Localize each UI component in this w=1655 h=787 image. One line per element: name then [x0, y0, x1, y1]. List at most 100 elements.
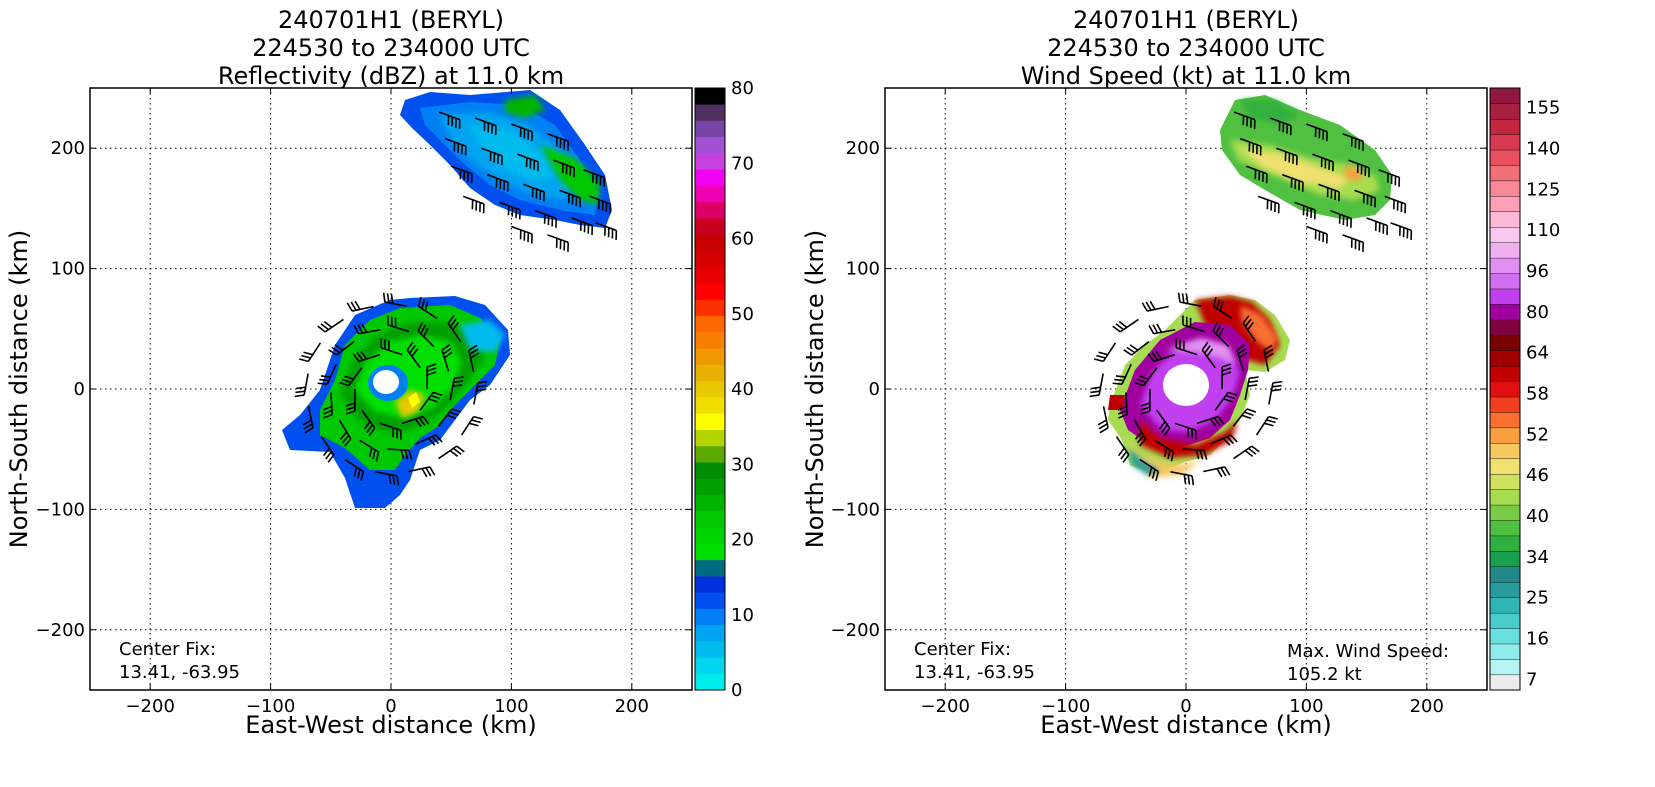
reflectivity-colorbar-swatch	[695, 120, 725, 138]
wind-colorbar-swatch	[1489, 334, 1521, 351]
wind-colorbar-swatch	[1489, 566, 1521, 583]
wind-wind-barb	[1244, 376, 1259, 401]
reflectivity-wind-barb	[462, 195, 485, 214]
reflectivity-wind-barb	[523, 183, 545, 202]
wind-colorbar-swatch	[1489, 473, 1521, 490]
reflectivity-colorbar-tick-label: 50	[731, 304, 754, 325]
reflectivity-colorbar-swatch	[695, 380, 725, 398]
reflectivity-wind-barb	[339, 367, 363, 387]
wind-colorbar-swatch	[1489, 396, 1521, 413]
wind-wind-barb	[1318, 183, 1340, 202]
reflectivity-colorbar-swatch	[695, 283, 725, 300]
wind-x-tick-label: −100	[1041, 696, 1090, 717]
wind-x-tick-label: 200	[1410, 696, 1444, 717]
reflectivity-wind-barb	[499, 201, 521, 220]
wind-center-fix-label: Center Fix:	[914, 639, 1011, 660]
wind-y-tick-label: −100	[831, 499, 880, 520]
reflectivity-wind-barb	[338, 419, 352, 447]
wind-y-tick-label: 0	[869, 379, 880, 400]
wind-x-tick-label: 100	[1289, 696, 1323, 717]
reflectivity-y-tick-label: −200	[36, 620, 85, 641]
reflectivity-wind-barb	[450, 165, 473, 184]
reflectivity-wind-barb	[473, 380, 488, 405]
reflectivity-colorbar-swatch	[695, 511, 725, 528]
reflectivity-wind-barb	[322, 392, 333, 419]
reflectivity-colorbar-swatch	[695, 543, 725, 561]
wind-colorbar-swatch	[1489, 211, 1521, 228]
reflectivity-colorbar-swatch	[695, 413, 725, 430]
wind-wind-barb	[1174, 422, 1197, 440]
wind-colorbar-swatch	[1489, 288, 1521, 305]
reflectivity-wind-barb	[438, 445, 465, 460]
wind-axis-ticks: −200 −100 0 100 200 −200 −100 0 100 200	[831, 88, 1487, 717]
wind-wind-barb	[1232, 408, 1257, 427]
reflectivity-colorbar-swatch	[695, 185, 725, 203]
wind-wind-barb	[1182, 315, 1205, 333]
wind-wind-barb	[1312, 153, 1334, 172]
reflectivity-plot-area: Center Fix: 13.41, -63.95	[90, 88, 692, 690]
wind-wind-barb	[1089, 373, 1104, 398]
wind-wind-barb	[1239, 137, 1262, 156]
wind-colorbar-swatch	[1489, 658, 1521, 676]
wind-colorbar-tick-label: 58	[1526, 384, 1549, 405]
wind-wind-barb	[1236, 344, 1248, 372]
wind-wind-barb	[1342, 234, 1364, 252]
wind-colorbar-tick-label: 46	[1526, 465, 1549, 486]
wind-wind-barb	[1115, 436, 1130, 463]
wind-y-tick-label: −200	[831, 620, 880, 641]
reflectivity-xlabel: East-West distance (km)	[245, 711, 536, 739]
wind-colorbar-swatch	[1489, 411, 1521, 429]
wind-wind-barb	[1201, 341, 1216, 369]
wind-colorbar-swatch	[1489, 195, 1521, 212]
reflectivity-wind-barb	[317, 318, 344, 333]
reflectivity-wind-barb	[441, 344, 453, 372]
reflectivity-wind-barb	[511, 123, 533, 142]
wind-wind-barb	[1112, 363, 1132, 386]
wind-wind-barb	[1094, 342, 1117, 363]
reflectivity-panel: 240701H1 (BERYL) 224530 to 234000 UTC Re…	[5, 6, 754, 739]
wind-colorbar-tick-label: 7	[1526, 669, 1537, 690]
wind-wind-barb	[1384, 195, 1407, 214]
reflectivity-colorbar-swatch	[695, 234, 725, 252]
wind-wind-barb	[1270, 117, 1292, 136]
reflectivity-colorbar-swatch	[695, 608, 725, 626]
reflectivity-wind-barb	[553, 159, 576, 178]
reflectivity-colorbar-swatch	[695, 527, 725, 544]
reflectivity-colorbar-swatch	[695, 88, 725, 105]
reflectivity-wind-barb	[299, 342, 322, 363]
wind-wind-barb	[1148, 323, 1176, 335]
reflectivity-wind-barb	[511, 225, 533, 244]
wind-colorbar-tick-label: 16	[1526, 628, 1549, 649]
wind-rainband-field	[1220, 95, 1392, 220]
reflectivity-wind-barb	[345, 389, 356, 415]
reflectivity-wind-barb	[419, 391, 443, 411]
reflectivity-colorbar-swatch	[695, 494, 725, 512]
reflectivity-wind-barb	[517, 153, 539, 172]
wind-wind-barb	[1330, 210, 1352, 228]
reflectivity-wind-barb	[571, 217, 594, 236]
reflectivity-wind-barb	[460, 415, 483, 436]
wind-title-line-3: Wind Speed (kt) at 11.0 km	[1021, 62, 1352, 90]
reflectivity-wind-barb	[294, 373, 309, 398]
wind-wind-barb	[1097, 406, 1109, 434]
reflectivity-colorbar-swatch	[695, 136, 725, 154]
wind-wind-barb	[1366, 217, 1389, 236]
reflectivity-wind-barb	[317, 363, 337, 386]
wind-colorbar-swatch	[1489, 242, 1521, 259]
wind-colorbar-swatch	[1489, 550, 1521, 568]
reflectivity-wind-barb	[387, 315, 410, 333]
reflectivity-wind-barb	[382, 292, 407, 307]
wind-wind-barb	[1156, 409, 1171, 437]
wind-wind-barb	[1210, 434, 1238, 446]
wind-wind-barb	[1212, 297, 1233, 320]
reflectivity-x-tick-label: −100	[246, 696, 295, 717]
reflectivity-colorbar-tick-label: 80	[731, 78, 754, 99]
reflectivity-wind-barb	[361, 409, 376, 437]
wind-wind-barb	[1123, 340, 1150, 356]
wind-wind-barb	[1141, 300, 1169, 312]
reflectivity-colorbar-swatch	[695, 657, 725, 675]
reflectivity-wind-barb	[380, 338, 403, 356]
wind-y-tick-label: 100	[846, 259, 880, 280]
wind-wind-barb	[1170, 471, 1195, 486]
wind-colorbar-frame	[1489, 87, 1521, 691]
